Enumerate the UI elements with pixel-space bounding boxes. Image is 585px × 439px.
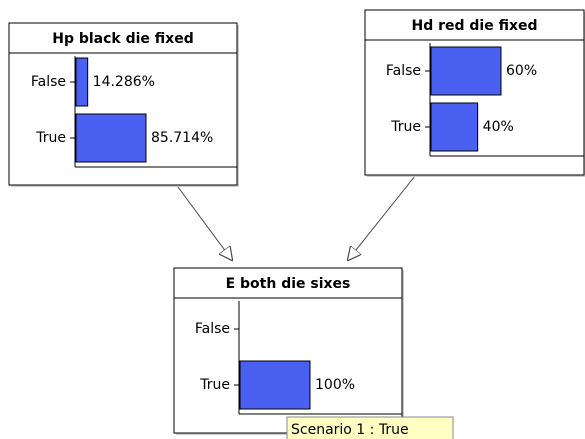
value-label: 100% <box>315 377 355 393</box>
tooltip: Scenario 1 : True <box>291 422 409 438</box>
node-title: E both die sixes <box>226 276 351 292</box>
edge <box>348 175 416 260</box>
state-label: False <box>195 321 230 337</box>
state-label: True <box>390 119 421 135</box>
nodes: Hp black die fixed False 14.286% True 85.714… <box>8 9 585 435</box>
bar <box>75 113 147 163</box>
state-label: False <box>31 74 66 90</box>
node-title: Hp black die fixed <box>52 31 193 47</box>
node-title: Hd red die fixed <box>411 18 537 34</box>
tooltip-box <box>286 416 454 439</box>
edge <box>177 186 232 260</box>
bar <box>75 57 89 107</box>
bar <box>430 46 502 96</box>
value-label: 85.714% <box>151 130 213 146</box>
bar <box>430 102 479 152</box>
value-label: 60% <box>506 63 537 79</box>
state-label: True <box>35 130 66 146</box>
value-label: 40% <box>483 119 514 135</box>
value-label: 14.286% <box>93 74 155 90</box>
bar <box>239 360 311 410</box>
state-label: True <box>199 377 230 393</box>
state-label: False <box>386 63 421 79</box>
